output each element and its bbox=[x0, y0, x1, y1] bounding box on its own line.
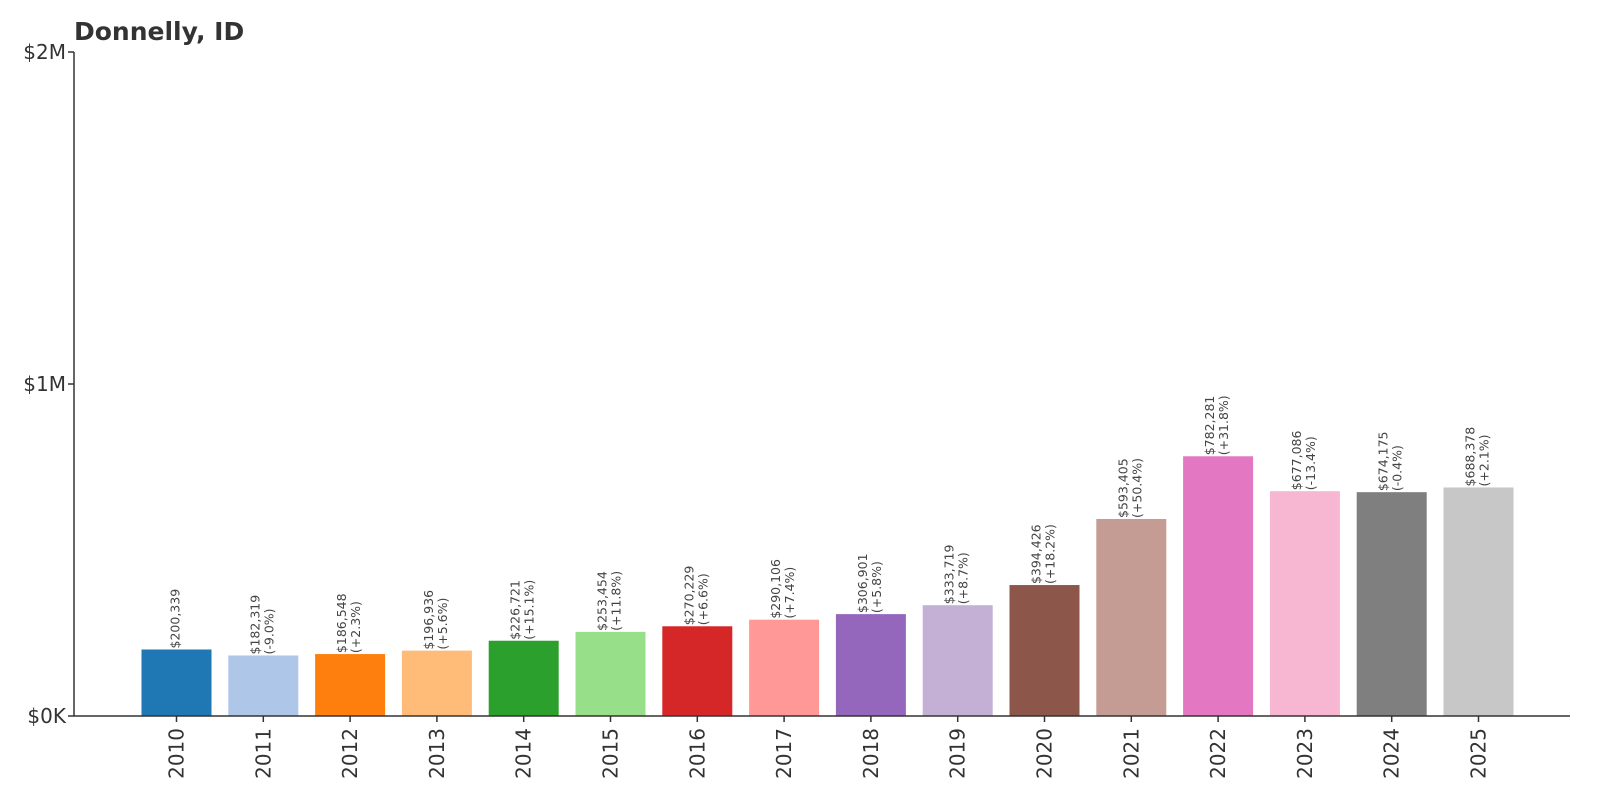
bar-2015 bbox=[575, 631, 646, 716]
bar-2023 bbox=[1269, 491, 1340, 716]
value-label-2018: $306,901 bbox=[855, 553, 870, 613]
bar-2021 bbox=[1096, 518, 1167, 716]
change-label-2024: (-0.4%) bbox=[1390, 445, 1405, 491]
x-tick-label-2019: 2019 bbox=[946, 728, 970, 779]
bar-2011 bbox=[228, 655, 299, 716]
value-label-2013: $196,936 bbox=[421, 590, 436, 650]
bar-2012 bbox=[315, 654, 386, 716]
x-tick-label-2017: 2017 bbox=[772, 728, 796, 779]
x-tick-label-2016: 2016 bbox=[685, 728, 709, 779]
bar-2024 bbox=[1356, 492, 1427, 716]
change-label-2017: (+7.4%) bbox=[782, 567, 797, 619]
bar-2017 bbox=[749, 619, 820, 716]
value-label-2016: $270,229 bbox=[681, 566, 696, 626]
x-tick-label-2018: 2018 bbox=[859, 728, 883, 779]
bar-2013 bbox=[401, 650, 472, 716]
change-label-2025: (+2.1%) bbox=[1477, 434, 1492, 486]
y-tick-label: $2M bbox=[23, 40, 66, 64]
change-label-2015: (+11.8%) bbox=[609, 571, 624, 631]
y-tick-label: $1M bbox=[23, 372, 66, 396]
x-tick-label-2020: 2020 bbox=[1033, 728, 1057, 779]
y-axis: $0K $1M $2M bbox=[23, 40, 75, 728]
bar-2025 bbox=[1443, 487, 1514, 716]
x-tick-label-2021: 2021 bbox=[1119, 728, 1143, 779]
bar-labels-layer: $200,339 $182,319 (-9.0%) $186,548 (+2.3%) $1… bbox=[168, 395, 1492, 654]
value-label-2022: $782,281 bbox=[1202, 396, 1217, 456]
change-label-2012: (+2.3%) bbox=[348, 601, 363, 653]
x-tick-label-2025: 2025 bbox=[1467, 728, 1491, 779]
bar-2016 bbox=[662, 626, 733, 716]
value-label-2011: $182,319 bbox=[247, 595, 262, 655]
x-tick-label-2024: 2024 bbox=[1380, 728, 1404, 779]
x-tick-label-2013: 2013 bbox=[425, 728, 449, 779]
value-label-2010: $200,339 bbox=[168, 589, 183, 649]
bar-2020 bbox=[1009, 585, 1080, 716]
bar-2022 bbox=[1183, 456, 1254, 716]
change-label-2013: (+5.6%) bbox=[435, 598, 450, 650]
bar-2014 bbox=[488, 640, 559, 716]
value-label-2021: $593,405 bbox=[1115, 458, 1130, 518]
x-tick-label-2010: 2010 bbox=[165, 728, 189, 779]
change-label-2020: (+18.2%) bbox=[1043, 524, 1058, 584]
change-label-2021: (+50.4%) bbox=[1129, 458, 1144, 518]
change-label-2011: (-9.0%) bbox=[261, 608, 276, 654]
change-label-2022: (+31.8%) bbox=[1216, 395, 1231, 455]
x-axis: 2010 2011 2012 2013 2014 2015 2016 2017 2018 2019… bbox=[74, 715, 1570, 779]
change-label-2023: (-13.4%) bbox=[1303, 436, 1318, 490]
value-label-2025: $688,378 bbox=[1463, 427, 1478, 487]
value-label-2023: $677,086 bbox=[1289, 431, 1304, 491]
x-tick-label-2012: 2012 bbox=[338, 728, 362, 779]
value-label-2012: $186,548 bbox=[334, 593, 349, 653]
change-label-2014: (+15.1%) bbox=[522, 580, 537, 640]
x-tick-label-2014: 2014 bbox=[512, 728, 536, 779]
value-label-2014: $226,721 bbox=[508, 580, 523, 640]
bars-layer bbox=[141, 456, 1514, 716]
change-label-2018: (+5.8%) bbox=[869, 561, 884, 613]
x-tick-label-2022: 2022 bbox=[1206, 728, 1230, 779]
x-tick-label-2015: 2015 bbox=[599, 728, 623, 779]
value-label-2020: $394,426 bbox=[1029, 524, 1044, 584]
value-label-2019: $333,719 bbox=[942, 545, 957, 605]
value-label-2015: $253,454 bbox=[595, 571, 610, 631]
chart-title: Donnelly, ID bbox=[74, 17, 244, 46]
y-tick-label: $0K bbox=[27, 704, 66, 728]
change-label-2019: (+8.7%) bbox=[956, 552, 971, 604]
x-tick-label-2023: 2023 bbox=[1293, 728, 1317, 779]
bar-2010 bbox=[141, 649, 212, 716]
bar-2019 bbox=[922, 605, 993, 716]
change-label-2016: (+6.6%) bbox=[695, 573, 710, 625]
x-tick-label-2011: 2011 bbox=[251, 728, 275, 779]
value-label-2017: $290,106 bbox=[768, 559, 783, 619]
value-label-2024: $674,175 bbox=[1376, 432, 1391, 492]
bar-2018 bbox=[835, 614, 906, 716]
